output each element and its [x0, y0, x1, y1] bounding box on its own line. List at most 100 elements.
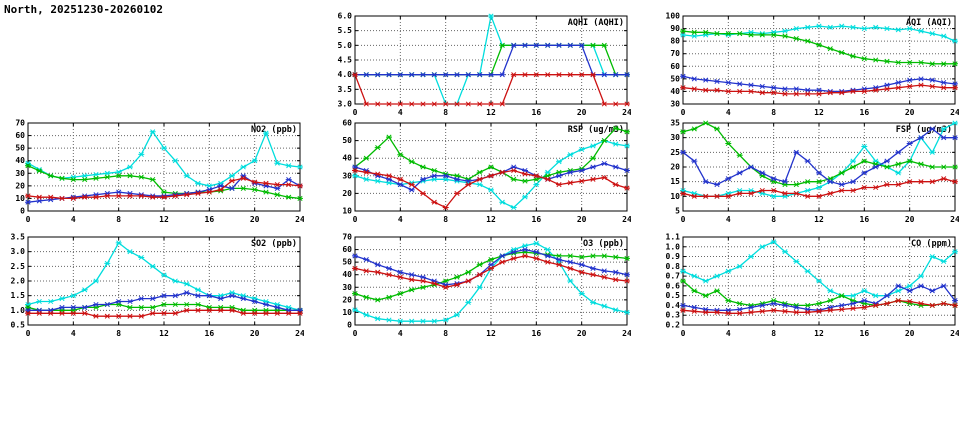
- svg-text:8: 8: [443, 108, 448, 117]
- svg-text:70: 70: [670, 49, 680, 58]
- svg-text:3.0: 3.0: [338, 100, 353, 109]
- svg-text:0.3: 0.3: [666, 311, 681, 320]
- svg-text:8: 8: [771, 215, 776, 224]
- svg-text:8: 8: [771, 329, 776, 338]
- chart-aqhi: 3.0 3.5 4.0 4.5 5.0 5.5 6.0 0 4 8 12 16 20 24 AQHI (AQ…: [329, 12, 632, 118]
- svg-text:20: 20: [905, 108, 915, 117]
- svg-text:12: 12: [814, 329, 824, 338]
- svg-text:16: 16: [860, 108, 870, 117]
- svg-text:SO2 (ppb): SO2 (ppb): [251, 239, 297, 249]
- svg-text:20: 20: [905, 329, 915, 338]
- svg-text:16: 16: [205, 329, 215, 338]
- svg-text:50: 50: [342, 136, 352, 145]
- svg-text:0.2: 0.2: [666, 321, 681, 330]
- o3-markers-red: [352, 253, 630, 290]
- svg-text:50: 50: [15, 144, 25, 153]
- svg-text:20: 20: [342, 189, 352, 198]
- so2-markers-red: [25, 307, 303, 319]
- svg-text:40: 40: [342, 270, 352, 279]
- svg-text:0: 0: [681, 329, 686, 338]
- svg-text:1.5: 1.5: [11, 291, 26, 300]
- o3-plot: 0 10 20 30 40 50 60 70 0 4 8 12 16 20 24 O3 (ppb): [342, 233, 632, 339]
- aqi-markers-green: [680, 28, 958, 67]
- svg-text:8: 8: [443, 329, 448, 338]
- svg-text:60: 60: [15, 131, 25, 140]
- co-plot: 0.20.30.40.50.60.70.80.91.01.1 0 4 8 12 16 20 2…: [666, 233, 960, 339]
- rsp-markers-red: [352, 167, 630, 211]
- svg-text:12: 12: [159, 329, 169, 338]
- svg-text:70: 70: [342, 233, 352, 242]
- svg-text:16: 16: [860, 329, 870, 338]
- svg-text:6.0: 6.0: [338, 12, 353, 21]
- svg-text:0.5: 0.5: [666, 291, 681, 300]
- fsp-markers-green: [680, 120, 958, 188]
- svg-text:O3 (ppb): O3 (ppb): [583, 239, 624, 249]
- svg-text:4: 4: [71, 215, 76, 224]
- svg-text:35: 35: [670, 119, 680, 128]
- svg-text:20: 20: [905, 215, 915, 224]
- svg-text:1.0: 1.0: [666, 242, 681, 251]
- svg-text:0: 0: [353, 108, 358, 117]
- svg-text:60: 60: [670, 62, 680, 71]
- svg-text:0.5: 0.5: [11, 321, 26, 330]
- svg-text:100: 100: [666, 12, 681, 21]
- svg-text:12: 12: [814, 108, 824, 117]
- fsp-markers-red: [680, 176, 958, 199]
- co-markers-red: [680, 298, 958, 316]
- svg-text:20: 20: [250, 215, 260, 224]
- svg-text:70: 70: [15, 119, 25, 128]
- svg-text:FSP (ug/m3): FSP (ug/m3): [896, 125, 952, 135]
- svg-text:40: 40: [342, 154, 352, 163]
- svg-text:0.4: 0.4: [666, 301, 681, 310]
- svg-text:16: 16: [860, 215, 870, 224]
- chart-co: 0.2 0.3 0.4 0.5 0.6 0.7 0.8 0.9 1.0 1.1 0 4 8 12 16 20 2…: [657, 233, 960, 339]
- svg-text:20: 20: [670, 163, 680, 172]
- svg-text:24: 24: [950, 108, 959, 117]
- svg-text:30: 30: [342, 283, 352, 292]
- chart-rsp: 10 20 30 40 50 60 0 4 8 12 16 20 24 RSP (ug/m3): [329, 119, 632, 225]
- svg-text:12: 12: [486, 215, 496, 224]
- svg-text:12: 12: [814, 215, 824, 224]
- svg-text:16: 16: [532, 215, 542, 224]
- no2-markers-red: [25, 175, 303, 201]
- svg-text:40: 40: [670, 87, 680, 96]
- svg-text:4: 4: [726, 329, 731, 338]
- aqhi-markers-red: [352, 72, 630, 107]
- svg-text:5: 5: [675, 207, 680, 216]
- svg-text:20: 20: [577, 329, 587, 338]
- svg-text:8: 8: [443, 215, 448, 224]
- svg-text:0: 0: [26, 329, 31, 338]
- svg-text:10: 10: [342, 308, 352, 317]
- svg-text:8: 8: [116, 329, 121, 338]
- svg-text:0: 0: [681, 108, 686, 117]
- fsp-plot: 5 10 15 20 25 30 35 0 4 8 12 16 20 24 FSP (ug/m3): [670, 119, 960, 225]
- svg-text:4.5: 4.5: [338, 56, 353, 65]
- svg-text:30: 30: [15, 169, 25, 178]
- rsp-plot: 10 20 30 40 50 60 0 4 8 12 16 20 24 RSP (ug/m3): [342, 119, 632, 225]
- svg-text:0: 0: [681, 215, 686, 224]
- svg-text:3.0: 3.0: [11, 247, 26, 256]
- svg-text:RSP (ug/m3): RSP (ug/m3): [568, 125, 624, 135]
- svg-text:4: 4: [726, 215, 731, 224]
- svg-text:10: 10: [670, 192, 680, 201]
- svg-text:NO2 (ppb): NO2 (ppb): [251, 125, 297, 135]
- svg-text:25: 25: [670, 148, 680, 157]
- svg-text:3.5: 3.5: [338, 85, 353, 94]
- co-markers-blue: [680, 283, 958, 313]
- svg-text:24: 24: [622, 215, 631, 224]
- chart-aqi: 30 40 50 60 70 80 90 100 0 4 8 12 16 20 24 AQI (AQI): [657, 12, 960, 118]
- svg-text:1.1: 1.1: [666, 233, 681, 242]
- svg-text:30: 30: [670, 100, 680, 109]
- fsp-markers-blue: [680, 126, 958, 188]
- svg-text:50: 50: [342, 258, 352, 267]
- svg-text:0.7: 0.7: [666, 272, 681, 281]
- svg-text:20: 20: [15, 181, 25, 190]
- aqi-plot: 30 40 50 60 70 80 90 100 0 4 8 12 16 20 24 AQI (AQI): [666, 12, 960, 118]
- svg-text:0: 0: [20, 207, 25, 216]
- aqhi-plot: 3.0 3.5 4.0 4.5 5.0 5.5 6.0 0 4 8 12 16 20 24 AQHI (AQ…: [338, 12, 632, 118]
- svg-text:20: 20: [577, 108, 587, 117]
- svg-text:0.8: 0.8: [666, 262, 681, 271]
- no2-markers-blue: [25, 173, 303, 205]
- svg-text:15: 15: [670, 177, 680, 186]
